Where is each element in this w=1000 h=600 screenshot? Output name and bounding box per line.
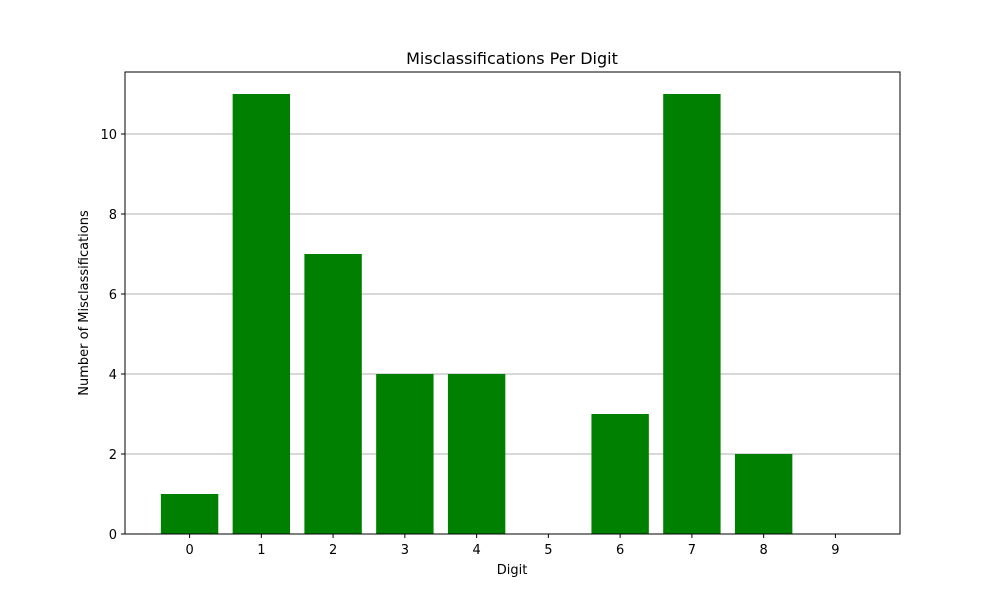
x-tick-label: 9 [831,543,839,558]
bar-digit-2 [304,254,362,534]
chart-title: Misclassifications Per Digit [406,49,618,68]
y-tick-label: 2 [109,448,117,463]
bar-digit-3 [376,374,434,534]
plot-frame [124,71,901,535]
y-tick-label: 0 [109,528,117,543]
bar-digit-6 [591,414,649,534]
x-tick-label: 7 [688,543,696,558]
bar-digit-8 [734,454,793,534]
y-tick-label: 8 [109,208,117,223]
x-tick-label: 6 [616,543,624,558]
x-tick-label: 3 [401,543,409,558]
x-axis-label: Digit [497,563,528,578]
x-tick-label: 8 [760,543,768,558]
x-tick-label: 1 [257,543,265,558]
x-tick-label: 2 [329,543,337,558]
bar-digit-4 [447,374,506,534]
y-axis-label: Number of Misclassifications [77,210,92,396]
bar-digit-0 [160,494,219,534]
x-tick-label: 4 [472,543,480,558]
bar-digit-7 [663,94,721,534]
y-axis-ticks: 0 2 4 6 8 10 [100,128,125,543]
y-tick-label: 6 [109,288,117,303]
y-tick-label: 4 [109,368,117,383]
bar-digit-1 [232,94,291,534]
y-tick-label: 10 [100,128,117,143]
bars [160,94,793,534]
x-tick-label: 5 [544,543,552,558]
x-axis-ticks: 0 1 2 3 4 5 6 7 8 9 [185,534,840,558]
x-tick-label: 0 [185,543,193,558]
